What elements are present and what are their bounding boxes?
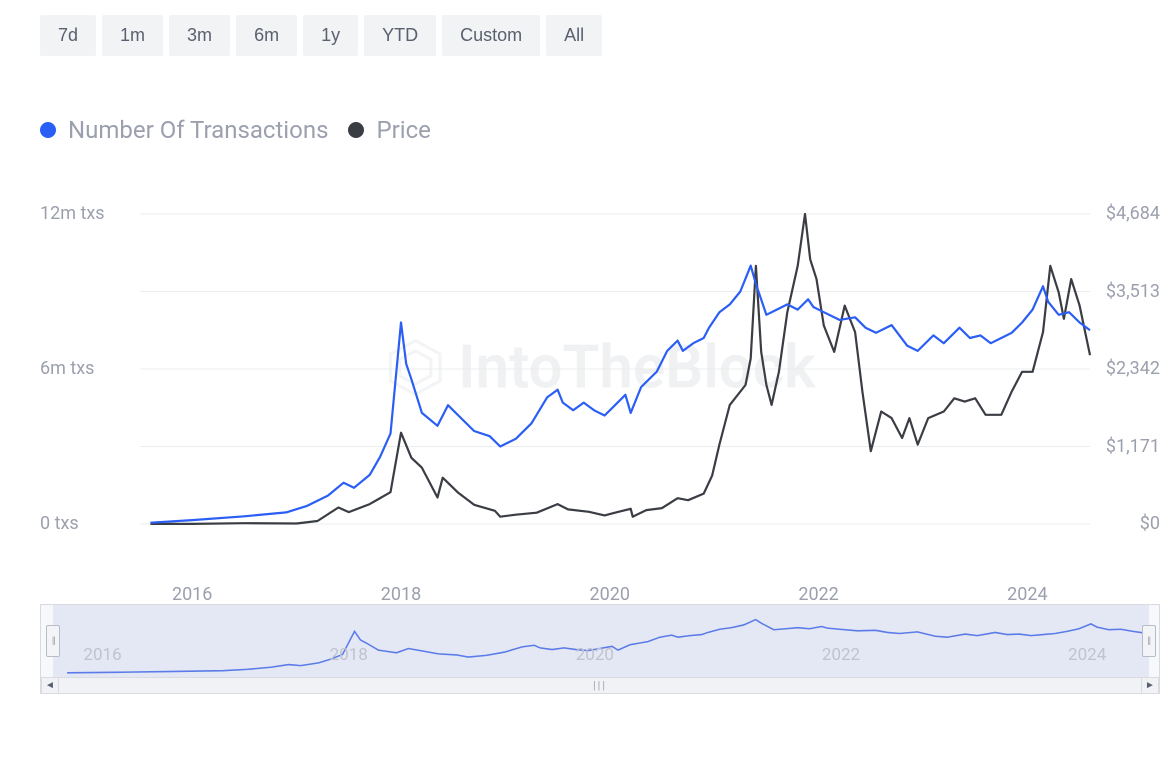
time-range-custom[interactable]: Custom xyxy=(442,15,540,56)
chart-lines xyxy=(140,214,1090,524)
range-navigator[interactable]: 2016 2018 2020 2022 2024 ◄ ||| ► xyxy=(40,604,1160,694)
legend-dot-transactions xyxy=(40,122,56,138)
time-range-buttons: 7d1m3m6m1yYTDCustomAll xyxy=(40,15,1156,56)
y-right-tick: $3,513 xyxy=(1106,281,1160,302)
time-range-1m[interactable]: 1m xyxy=(102,15,163,56)
x-tick: 2020 xyxy=(590,584,630,605)
navigator-handle-left[interactable] xyxy=(46,625,60,657)
navigator-scrollbar[interactable]: ◄ ||| ► xyxy=(41,677,1159,693)
y-right-tick: $1,171 xyxy=(1106,436,1160,457)
y-left-tick: 12m txs xyxy=(40,203,105,224)
legend-label-price: Price xyxy=(376,116,430,144)
legend-item-price[interactable]: Price xyxy=(348,116,430,144)
time-range-7d[interactable]: 7d xyxy=(40,15,96,56)
y-left-tick: 6m txs xyxy=(40,358,94,379)
navigator-scroll-grip[interactable]: ||| xyxy=(593,679,607,692)
navigator-x-tick: 2024 xyxy=(1068,645,1106,665)
navigator-scroll-right[interactable]: ► xyxy=(1141,678,1159,694)
x-tick: 2016 xyxy=(172,584,212,605)
y-left-tick: 0 txs xyxy=(40,513,79,534)
x-tick: 2022 xyxy=(798,584,838,605)
navigator-x-tick: 2018 xyxy=(330,645,368,665)
navigator-scroll-left[interactable]: ◄ xyxy=(41,678,59,694)
chart-legend: Number Of Transactions Price xyxy=(40,116,1156,144)
time-range-ytd[interactable]: YTD xyxy=(364,15,436,56)
time-range-3m[interactable]: 3m xyxy=(169,15,230,56)
x-tick: 2024 xyxy=(1007,584,1047,605)
legend-label-transactions: Number Of Transactions xyxy=(68,116,328,144)
y-right-tick: $0 xyxy=(1140,513,1160,534)
navigator-x-tick: 2016 xyxy=(83,645,121,665)
time-range-1y[interactable]: 1y xyxy=(303,15,358,56)
navigator-handle-right[interactable] xyxy=(1142,625,1156,657)
y-right-tick: $4,684 xyxy=(1106,203,1160,224)
plot-area[interactable] xyxy=(140,214,1090,524)
navigator-x-tick: 2020 xyxy=(576,645,614,665)
x-tick: 2018 xyxy=(381,584,421,605)
legend-item-transactions[interactable]: Number Of Transactions xyxy=(40,116,328,144)
y-right-tick: $2,342 xyxy=(1106,358,1160,379)
main-chart[interactable]: IntoTheBlock 0 txs6m txs12m txs $0$1,171… xyxy=(40,204,1160,544)
time-range-6m[interactable]: 6m xyxy=(236,15,297,56)
navigator-line xyxy=(41,605,1159,677)
legend-dot-price xyxy=(348,122,364,138)
time-range-all[interactable]: All xyxy=(546,15,602,56)
navigator-x-tick: 2022 xyxy=(822,645,860,665)
